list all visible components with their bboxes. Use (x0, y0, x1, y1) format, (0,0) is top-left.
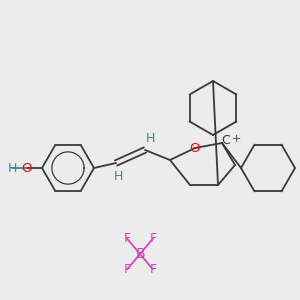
Text: +: + (231, 134, 241, 144)
Text: B: B (135, 247, 145, 261)
Text: F: F (149, 263, 156, 276)
Text: H: H (113, 169, 123, 182)
Text: F: F (149, 232, 156, 245)
Text: H: H (7, 161, 17, 175)
Text: F: F (124, 263, 131, 276)
Text: H: H (145, 131, 155, 145)
Text: C: C (222, 134, 230, 148)
Text: O: O (190, 142, 200, 154)
Text: O: O (21, 161, 31, 175)
Text: F: F (124, 232, 131, 245)
